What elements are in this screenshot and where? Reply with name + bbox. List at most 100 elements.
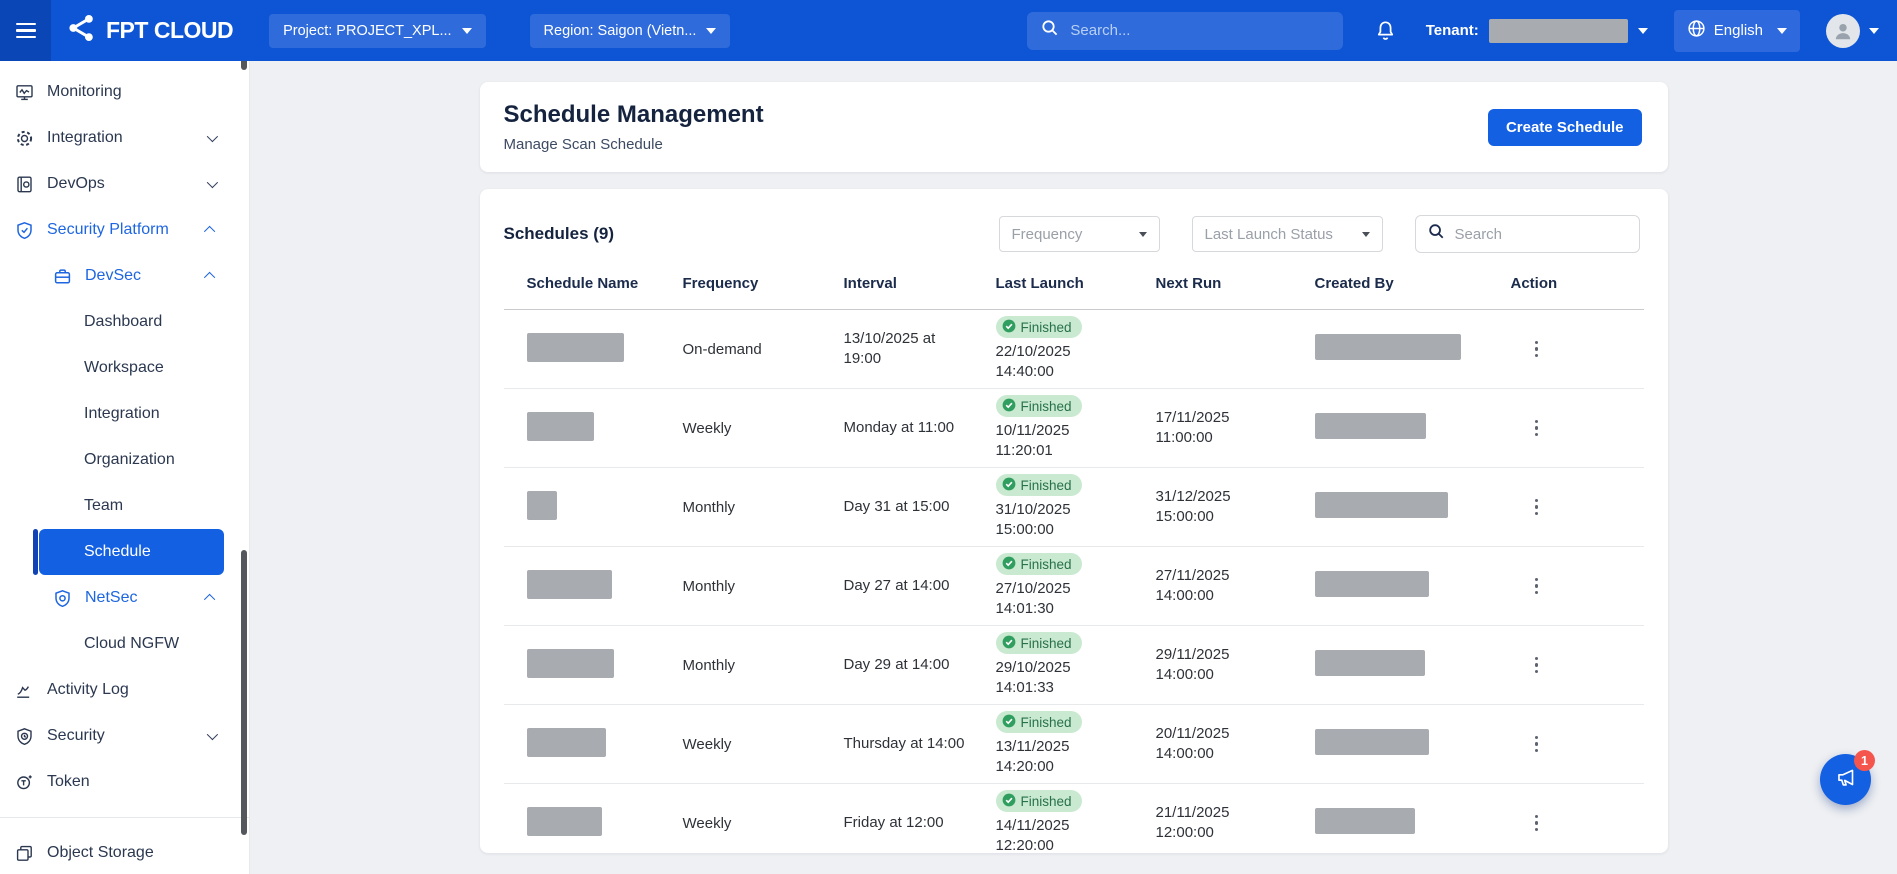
create-schedule-button[interactable]: Create Schedule (1488, 109, 1642, 146)
global-search-input[interactable] (1070, 22, 1328, 39)
avatar (1826, 14, 1860, 48)
column-header-schedule-name: Schedule Name (504, 275, 683, 292)
sidebar-item-label: Token (47, 773, 90, 791)
next-run-cell: 31/12/202515:00:00 (1156, 487, 1315, 527)
schedules-count-heading: Schedules (9) (504, 224, 615, 244)
created-by-cell (1315, 808, 1511, 838)
sidebar-item-integration[interactable]: Integration (0, 391, 249, 437)
project-selector[interactable]: Project: PROJECT_XPL... (269, 14, 485, 48)
user-menu[interactable] (1826, 14, 1879, 48)
column-header-last-launch: Last Launch (996, 275, 1156, 292)
sidebar-item-monitoring[interactable]: Monitoring (0, 69, 249, 115)
sidebar-item-integration[interactable]: Integration (0, 115, 249, 161)
check-circle-icon (1002, 398, 1016, 415)
sidebar-item-token[interactable]: Token (0, 759, 249, 805)
created-by-cell (1315, 492, 1511, 522)
sidebar-item-label: Security Platform (47, 221, 169, 239)
interval-cell: Day 27 at 14:00 (844, 576, 966, 596)
frequency-filter[interactable]: Frequency (999, 216, 1160, 252)
interval-cell: 13/10/2025 at 19:00 (844, 329, 966, 369)
chevron-down-icon (1139, 232, 1147, 237)
row-actions-menu[interactable] (1529, 809, 1545, 838)
frequency-cell: Weekly (683, 736, 844, 753)
menu-toggle-button[interactable] (0, 0, 51, 61)
sidebar-item-activity-log[interactable]: Activity Log (0, 667, 249, 713)
created-by-cell (1315, 334, 1511, 364)
interval-cell: Monday at 11:00 (844, 418, 966, 438)
sidebar-item-devsec[interactable]: DevSec (0, 253, 249, 299)
table-row: MonthlyDay 31 at 15:00Finished31/10/2025… (504, 468, 1644, 547)
sidebar-item-devops[interactable]: DevOps (0, 161, 249, 207)
row-actions-menu[interactable] (1529, 493, 1545, 522)
redacted-created-by (1315, 650, 1425, 676)
table-search[interactable] (1415, 215, 1640, 253)
shield-check-icon (53, 589, 72, 608)
globe-icon (1687, 19, 1706, 42)
chevron-down-icon (1638, 28, 1648, 34)
global-search[interactable] (1027, 12, 1342, 50)
project-selector-label: Project: PROJECT_XPL... (283, 23, 451, 39)
sidebar-item-security[interactable]: Security (0, 713, 249, 759)
chevron-down-icon (207, 729, 218, 740)
created-by-cell (1315, 650, 1511, 680)
chevron-down-icon (462, 28, 472, 34)
sidebar-scrollbar-thumb[interactable] (241, 550, 247, 835)
sidebar-item-dashboard[interactable]: Dashboard (0, 299, 249, 345)
created-by-cell (1315, 729, 1511, 759)
brand-text: FPT CLOUD (106, 17, 233, 44)
column-header-created-by: Created By (1315, 275, 1511, 292)
interval-cell: Friday at 12:00 (844, 813, 966, 833)
table-row: MonthlyDay 29 at 14:00Finished29/10/2025… (504, 626, 1644, 705)
row-actions-menu[interactable] (1529, 730, 1545, 759)
announcements-button[interactable]: 1 (1820, 754, 1871, 805)
status-badge: Finished (996, 553, 1082, 575)
sidebar-item-team[interactable]: Team (0, 483, 249, 529)
sidebar-item-organization[interactable]: Organization (0, 437, 249, 483)
sidebar-item-workspace[interactable]: Workspace (0, 345, 249, 391)
notifications-button[interactable] (1375, 20, 1396, 42)
region-selector[interactable]: Region: Saigon (Vietn... (530, 14, 731, 48)
last-launch-status-filter[interactable]: Last Launch Status (1192, 216, 1383, 252)
row-actions-menu[interactable] (1529, 651, 1545, 680)
redacted-schedule-name (527, 807, 602, 836)
next-run-cell: 20/11/202514:00:00 (1156, 724, 1315, 764)
column-header-interval: Interval (844, 275, 996, 292)
redacted-schedule-name (527, 412, 594, 441)
brand-logo[interactable]: FPT CLOUD (67, 13, 233, 48)
search-icon (1041, 19, 1059, 42)
table-row: On-demand13/10/2025 at 19:00Finished22/1… (504, 310, 1644, 389)
redacted-created-by (1315, 334, 1461, 360)
briefcase-icon (53, 267, 72, 286)
sidebar-item-label: Object Storage (47, 844, 154, 862)
frequency-cell: Monthly (683, 499, 844, 516)
sidebar-item-security-platform[interactable]: Security Platform (0, 207, 249, 253)
language-selector[interactable]: English (1674, 10, 1800, 52)
frequency-filter-label: Frequency (1012, 226, 1083, 243)
next-run-cell: 27/11/202514:00:00 (1156, 566, 1315, 606)
filters-row: Schedules (9) Frequency Last Launch Stat… (480, 215, 1668, 253)
status-badge: Finished (996, 316, 1082, 338)
sidebar-item-object-storage[interactable]: Object Storage (0, 830, 249, 874)
page-subtitle: Manage Scan Schedule (504, 136, 764, 153)
table-row: WeeklyMonday at 11:00Finished10/11/20251… (504, 389, 1644, 468)
sidebar-nav: MonitoringIntegrationDevOpsSecurity Plat… (0, 69, 249, 874)
table-search-input[interactable] (1455, 226, 1627, 243)
top-navbar: FPT CLOUD Project: PROJECT_XPL... Region… (0, 0, 1897, 61)
row-actions-menu[interactable] (1529, 335, 1545, 364)
status-badge: Finished (996, 711, 1082, 733)
last-launch-cell: Finished27/10/202514:01:30 (996, 553, 1156, 619)
redacted-schedule-name (527, 649, 614, 678)
search-icon (1428, 223, 1445, 245)
row-actions-menu[interactable] (1529, 572, 1545, 601)
redacted-schedule-name (527, 491, 557, 520)
tenant-selector[interactable]: Tenant: (1426, 19, 1648, 43)
check-circle-icon (1002, 635, 1016, 652)
redacted-tenant-name (1489, 19, 1628, 43)
last-launch-cell: Finished13/11/202514:20:00 (996, 711, 1156, 777)
sidebar-item-netsec[interactable]: NetSec (0, 575, 249, 621)
sidebar-item-cloud-ngfw[interactable]: Cloud NGFW (0, 621, 249, 667)
sidebar-item-schedule[interactable]: Schedule (39, 529, 224, 575)
redacted-created-by (1315, 571, 1429, 597)
status-badge: Finished (996, 790, 1082, 812)
row-actions-menu[interactable] (1529, 414, 1545, 443)
